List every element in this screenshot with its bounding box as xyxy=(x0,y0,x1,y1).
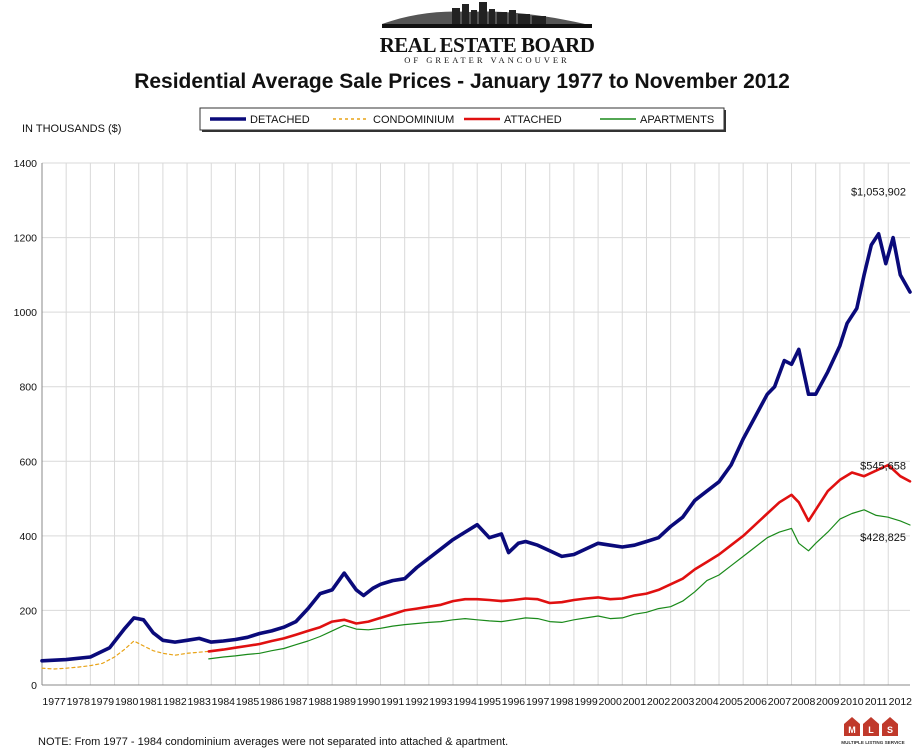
x-tick-label: 1978 xyxy=(67,696,91,708)
series-lines xyxy=(40,232,912,670)
x-tick-label: 1980 xyxy=(115,696,139,708)
x-tick-label: 2004 xyxy=(695,696,719,708)
legend-label-apartments: APARTMENTS xyxy=(640,114,714,126)
y-tick-label: 0 xyxy=(31,680,37,692)
mls-house-icon: M L S xyxy=(844,717,898,736)
x-tick-label: 2003 xyxy=(671,696,695,708)
x-tick-label: 2001 xyxy=(623,696,647,708)
x-tick-label: 1997 xyxy=(526,696,550,708)
y-tick-label: 1400 xyxy=(14,158,38,170)
x-tick-label: 1994 xyxy=(453,696,477,708)
x-tick-label: 1990 xyxy=(357,696,381,708)
city-skyline-icon xyxy=(382,2,592,28)
x-tick-label: 2002 xyxy=(647,696,671,708)
x-tick-label: 1988 xyxy=(308,696,332,708)
x-tick-label: 1977 xyxy=(42,696,66,708)
chart-title: Residential Average Sale Prices - Januar… xyxy=(134,70,790,93)
x-tick-label: 1991 xyxy=(381,696,405,708)
legend-label-condominium: CONDOMINIUM xyxy=(373,114,454,126)
x-tick-label: 2010 xyxy=(840,696,864,708)
x-tick-label: 2012 xyxy=(889,696,913,708)
x-tick-label: 2005 xyxy=(719,696,743,708)
annotation-attached: $545,658 xyxy=(860,460,906,472)
x-tick-label: 2011 xyxy=(865,696,888,708)
x-tick-label: 1983 xyxy=(187,696,211,708)
svg-text:S: S xyxy=(887,725,893,735)
y-tick-label: 200 xyxy=(19,605,37,617)
y-axis-label: IN THOUSANDS ($) xyxy=(22,123,122,135)
footnote: NOTE: From 1977 - 1984 condominium avera… xyxy=(38,736,509,748)
series-line-detached xyxy=(40,232,912,663)
legend-box xyxy=(199,107,725,131)
annotation-detached: $1,053,902 xyxy=(851,187,906,199)
x-tick-label: 1982 xyxy=(163,696,187,708)
series-line-condominium xyxy=(41,640,210,670)
svg-text:M: M xyxy=(848,725,856,735)
y-tick-label: 600 xyxy=(19,456,37,468)
x-tick-label: 1984 xyxy=(212,696,236,708)
series-line-apartments xyxy=(208,509,911,660)
x-tick-label: 2007 xyxy=(768,696,792,708)
annotations: $1,053,902 $545,658 $428,825 xyxy=(851,187,906,544)
grid-lines xyxy=(41,162,910,686)
legend: DETACHED CONDOMINIUM ATTACHED APARTMENTS xyxy=(199,107,726,132)
y-tick-label: 1000 xyxy=(14,307,38,319)
org-subtitle: OF GREATER VANCOUVER xyxy=(404,55,569,65)
x-tick-label: 1996 xyxy=(502,696,526,708)
x-tick-label: 1998 xyxy=(550,696,574,708)
x-tick-label: 1979 xyxy=(91,696,115,708)
real-estate-board-logo: REAL ESTATE BOARD OF GREATER VANCOUVER xyxy=(380,2,595,65)
org-name: REAL ESTATE BOARD xyxy=(380,33,595,57)
x-tick-label: 1985 xyxy=(236,696,260,708)
x-tick-label: 2000 xyxy=(599,696,623,708)
y-tick-label: 800 xyxy=(19,382,37,394)
mls-caption: MULTIPLE LISTING SERVICE xyxy=(841,740,904,745)
x-tick-label: 2006 xyxy=(744,696,768,708)
legend-label-detached: DETACHED xyxy=(250,114,310,126)
x-tick-label: 2009 xyxy=(816,696,840,708)
x-tick-label: 1995 xyxy=(478,696,502,708)
x-tick-label: 2008 xyxy=(792,696,816,708)
y-tick-label: 1200 xyxy=(14,233,38,245)
x-tick-label: 1992 xyxy=(405,696,429,708)
x-tick-label: 1993 xyxy=(429,696,453,708)
mls-logo: M L S MULTIPLE LISTING SERVICE xyxy=(841,717,905,745)
x-tick-label: 1987 xyxy=(284,696,308,708)
y-tick-label: 400 xyxy=(19,531,37,543)
x-tick-label: 1989 xyxy=(333,696,357,708)
x-tick-label: 1981 xyxy=(139,696,163,708)
series-line-attached xyxy=(207,463,912,653)
legend-label-attached: ATTACHED xyxy=(504,114,562,126)
x-tick-label: 1999 xyxy=(574,696,598,708)
x-tick-label: 1986 xyxy=(260,696,284,708)
svg-text:L: L xyxy=(868,725,874,735)
annotation-apartments: $428,825 xyxy=(860,532,906,544)
